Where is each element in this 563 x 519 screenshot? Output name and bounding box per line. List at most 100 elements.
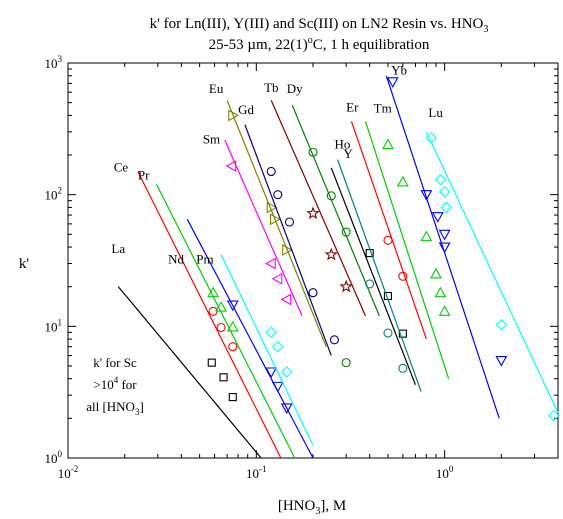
- data-point-gd: [273, 190, 283, 200]
- series-label-yb: Yb: [391, 62, 407, 77]
- series-label-lu: Lu: [428, 105, 443, 120]
- data-point-yb: [386, 77, 399, 88]
- data-point-nd: [271, 381, 284, 393]
- series-line-tm: [364, 121, 450, 379]
- data-point-lu: [438, 186, 451, 198]
- data-point-sm: [225, 160, 237, 172]
- x-axis-label: [HNO3], M: [278, 498, 346, 517]
- x-tick-label: 10-1: [246, 464, 267, 481]
- data-point-ho: [398, 329, 407, 338]
- data-point-gd: [329, 335, 340, 345]
- data-point-yb: [431, 212, 444, 223]
- y-tick-label: 102: [45, 186, 63, 203]
- series-line-yb: [385, 75, 500, 419]
- series-label-gd: Gd: [238, 102, 254, 117]
- data-point-eu: [228, 109, 239, 122]
- data-point-dy: [341, 358, 351, 368]
- series-line-la: [117, 286, 262, 459]
- series-label-ho: Ho: [334, 136, 350, 151]
- series-label-ce: Ce: [114, 159, 129, 174]
- series-line-tb: [270, 100, 367, 317]
- x-tick-label: 100: [436, 464, 454, 481]
- data-point-gd: [308, 288, 318, 298]
- data-point-lu: [434, 173, 447, 186]
- data-point-eu: [266, 201, 278, 214]
- series-label-pr: Pr: [138, 168, 150, 183]
- series-line-sm: [224, 139, 303, 317]
- series-line-pm: [220, 254, 314, 446]
- series-label-sm: Sm: [203, 131, 220, 146]
- data-point-lu: [495, 318, 508, 331]
- series-line-dy: [291, 104, 380, 317]
- series-line-lu: [425, 131, 559, 414]
- data-point-gd: [266, 166, 276, 177]
- data-point-tm: [438, 305, 451, 316]
- data-point-la: [228, 393, 237, 402]
- series-label-er: Er: [346, 99, 359, 114]
- data-point-tb: [324, 247, 338, 261]
- series-label-la: La: [111, 241, 125, 256]
- series-label-dy: Dy: [287, 81, 303, 96]
- data-point-er: [398, 271, 408, 281]
- data-point-tb: [339, 279, 353, 293]
- data-point-pr: [215, 300, 228, 312]
- y-tick-label: 103: [45, 54, 63, 71]
- data-point-eu: [282, 244, 293, 256]
- series-label-pm: Pm: [196, 252, 213, 267]
- series-label-nd: Nd: [168, 252, 184, 267]
- data-point-la: [219, 373, 228, 382]
- data-point-yb: [495, 355, 508, 367]
- annotation-line-1: k' for Sc: [93, 355, 137, 370]
- y-tick-label: 101: [45, 317, 63, 334]
- data-point-tm: [434, 286, 447, 298]
- data-point-nd: [265, 367, 278, 379]
- data-point-yb: [420, 190, 433, 201]
- data-point-la: [207, 358, 216, 367]
- data-point-pm: [280, 366, 293, 378]
- chart-title: k' for Ln(III), Y(III) and Sc(III) on LN…: [150, 16, 489, 35]
- data-point-lu: [548, 409, 560, 422]
- data-point-tm: [396, 175, 409, 187]
- annotation-line-2: >104 for: [93, 375, 137, 392]
- chart-subtitle: 25-53 µm, 22(1)oC, 1 h equilibration: [209, 35, 430, 53]
- y-tick-label: 100: [45, 449, 63, 466]
- data-point-yb: [438, 242, 451, 254]
- data-point-sm: [280, 293, 292, 306]
- data-point-tm: [382, 138, 394, 150]
- data-point-tm: [420, 230, 433, 242]
- data-point-y: [383, 328, 393, 338]
- series-line-ho: [330, 167, 417, 385]
- x-tick-label: 10-2: [58, 464, 79, 481]
- series-line-y: [336, 159, 422, 392]
- data-point-dy: [341, 227, 351, 237]
- data-point-tb: [306, 206, 320, 220]
- data-point-dy: [308, 147, 318, 157]
- series-label-eu: Eu: [209, 81, 224, 96]
- sc-annotation: k' for Sc >104 for all [HNO3]: [86, 355, 144, 417]
- series-line-gd: [244, 124, 332, 356]
- data-point-ce: [228, 342, 238, 352]
- data-point-gd: [284, 217, 295, 227]
- data-point-er: [383, 235, 393, 245]
- data-point-pm: [265, 326, 278, 339]
- series-label-y: Y: [343, 146, 353, 161]
- series-line-er: [350, 121, 427, 340]
- data-point-y: [365, 279, 375, 289]
- data-point-pm: [271, 340, 284, 353]
- data-point-sm: [265, 257, 276, 270]
- data-point-lu: [440, 201, 453, 214]
- data-point-pr: [207, 286, 220, 298]
- series-label-tm: Tm: [374, 101, 392, 116]
- data-point-nd: [280, 403, 293, 415]
- series-line-pr: [155, 183, 296, 459]
- data-point-sm: [271, 272, 283, 285]
- series-line-ce: [137, 171, 282, 459]
- annotation-line-3: all [HNO3]: [86, 399, 144, 417]
- series-line-nd: [186, 219, 314, 459]
- data-point-lu: [425, 132, 438, 144]
- data-point-yb: [438, 229, 451, 241]
- series-label-tb: Tb: [264, 80, 278, 95]
- data-point-nd: [226, 300, 239, 312]
- plot-area: 10-2 10-1 100 100 101 102 103 La Ce Pr Nd Pm Sm Eu Gd T…: [45, 54, 560, 481]
